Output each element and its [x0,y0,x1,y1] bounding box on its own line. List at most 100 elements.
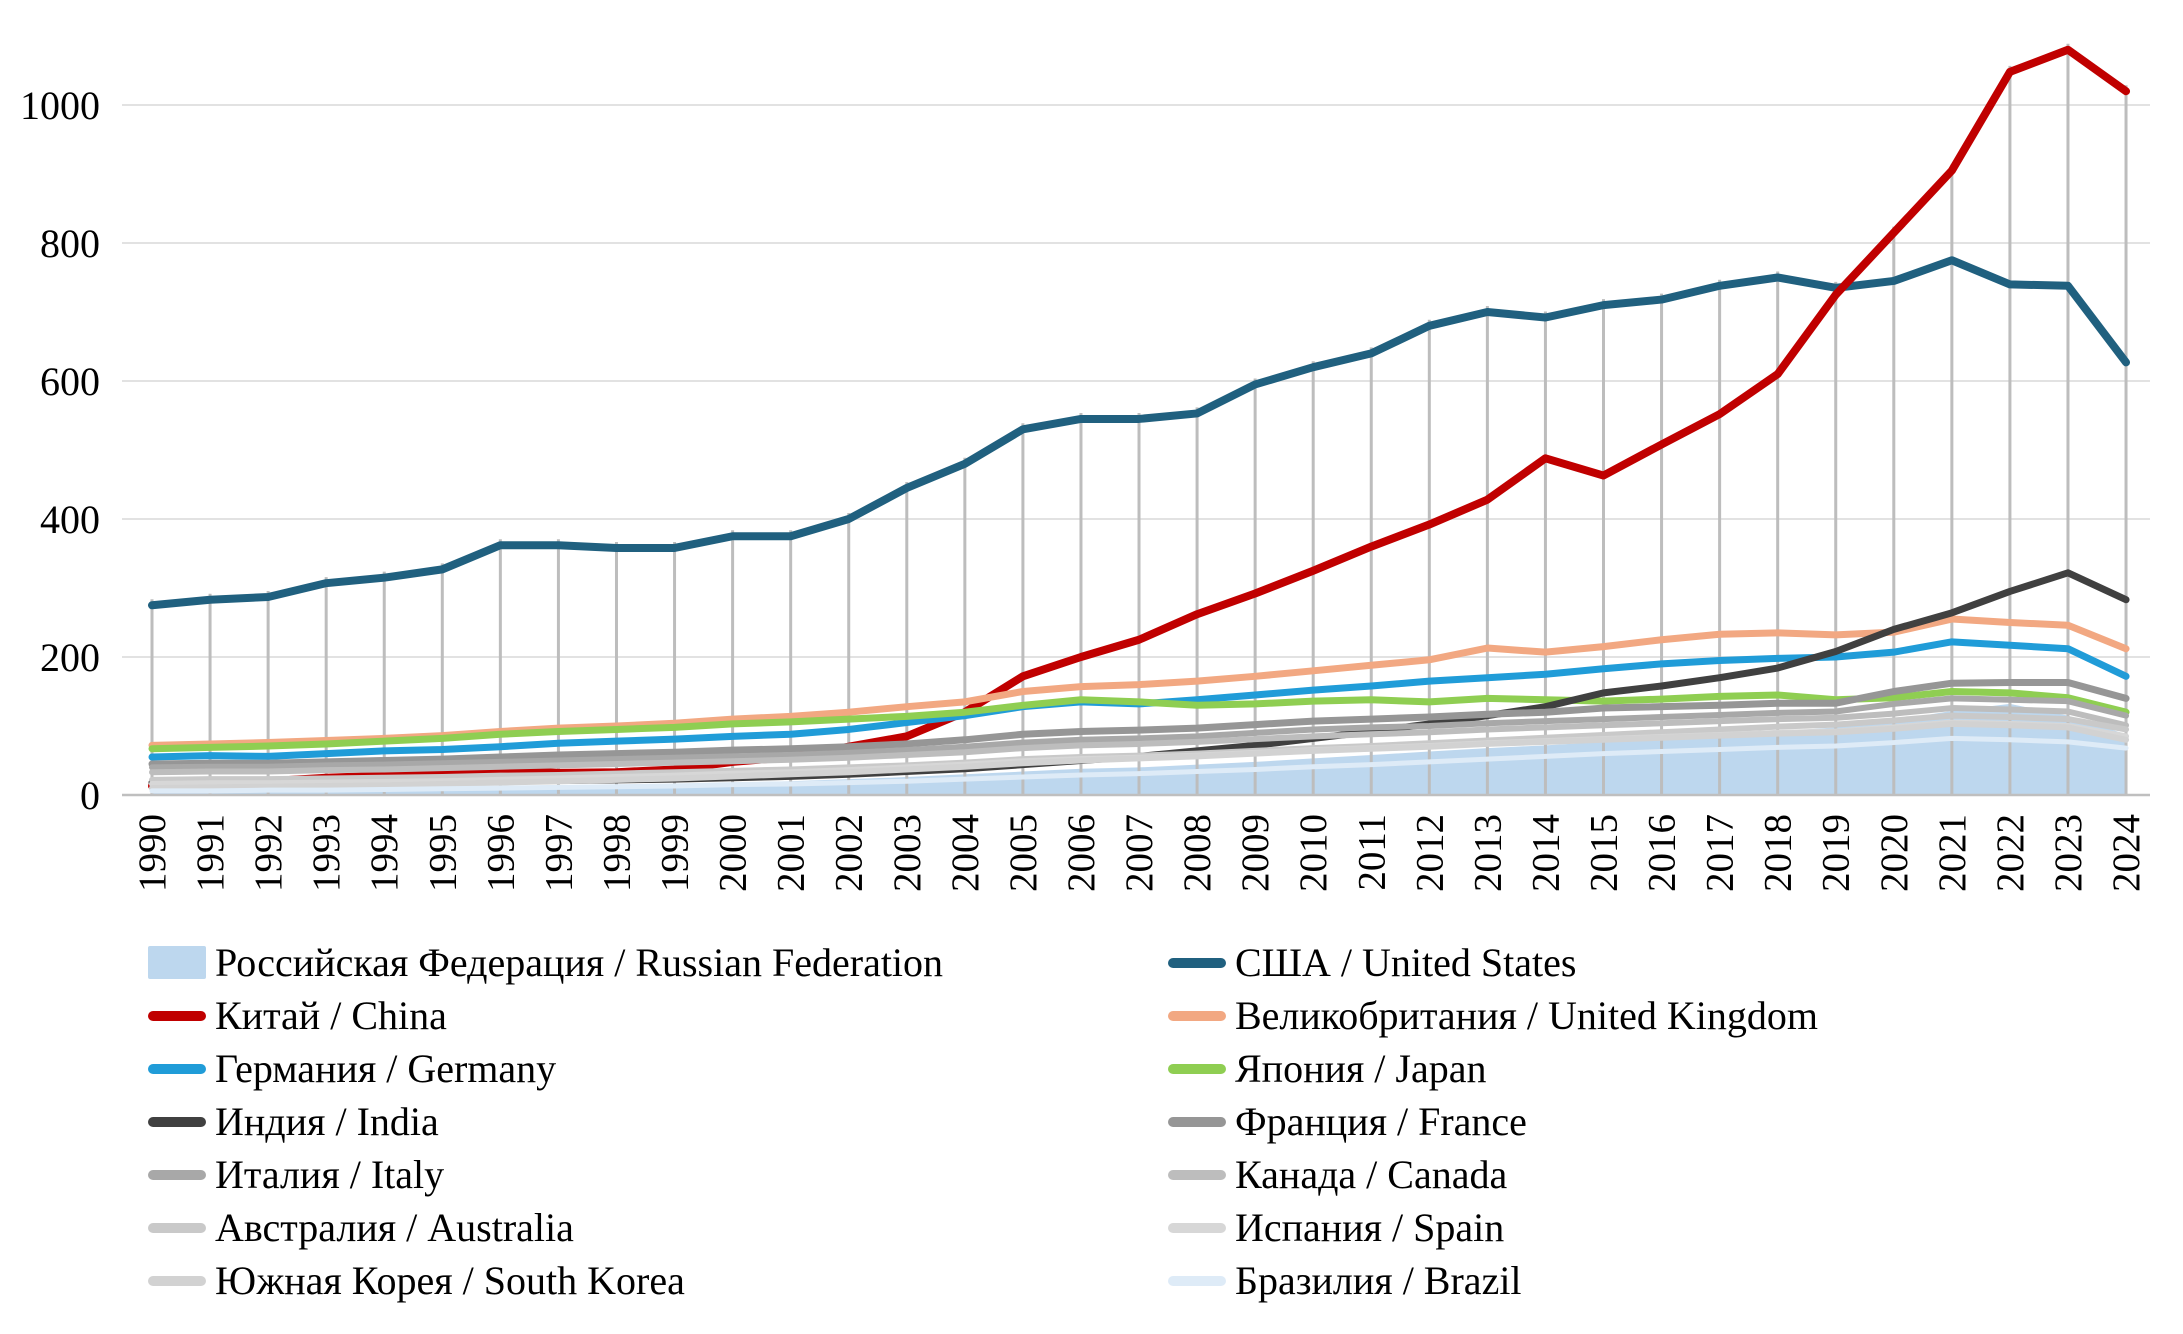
series-line-south-korea [149,720,2130,792]
x-axis-year-label: 2015 [1583,814,1626,892]
legend-row: Индия / India Франция / France [0,1095,2183,1148]
legend-swatch-australia [148,1222,206,1233]
legend-label-south-korea: Южная Корея / South Korea [215,1257,685,1303]
legend-label-china: Китай / China [215,992,447,1038]
x-axis-year-label: 2024 [2105,814,2148,892]
legend-label-australia: Австралия / Australia [215,1204,574,1250]
publications-line-chart: 0 200 400 600 800 1000 1990 1991 1992 1993 1994 199… [20,43,2150,892]
x-axis-year-label: 1995 [421,814,464,892]
legend-item-russia: Российская Федерация / Russian Federatio… [148,939,1168,985]
legend-label-usa: США / United States [1235,939,1577,985]
legend-item-italy: Италия / Italy [148,1151,1168,1197]
x-axis-year-label: 1990 [131,814,174,892]
legend-item-spain: Испания / Spain [1168,1204,2183,1250]
legend-label-germany: Германия / Germany [215,1045,557,1091]
legend-item-germany: Германия / Germany [148,1045,1168,1091]
legend-row: Германия / Germany Япония / Japan [0,1042,2183,1095]
legend-row: Южная Корея / South Korea Бразилия / Braz… [0,1254,2183,1307]
x-axis-year-label: 2019 [1815,814,1858,892]
x-axis-year-label: 1998 [595,814,638,892]
y-axis-tick-label: 1000 [20,83,100,128]
x-axis-year-label: 2013 [1466,814,1509,892]
legend-label-canada: Канада / Canada [1235,1151,1508,1197]
x-axis-year-label: 2000 [712,814,755,892]
x-axis-year-label: 2014 [1524,814,1567,892]
legend-item-usa: США / United States [1168,939,2183,985]
x-axis-year-label: 2023 [2047,814,2090,892]
legend-swatch-italy [148,1169,206,1180]
series-line-china [148,45,2131,791]
legend-swatch-brazil [1168,1275,1226,1286]
y-axis-tick-label: 200 [40,635,100,680]
x-axis-year-label: 1994 [363,814,406,892]
y-axis-tick-label: 0 [80,773,100,818]
legend-item-japan: Япония / Japan [1168,1045,2183,1091]
x-axis-year-label: 1997 [537,814,580,892]
x-axis-year-label: 1991 [189,814,232,892]
y-axis-tick-label: 400 [40,497,100,542]
legend-swatch-south-korea [148,1275,206,1286]
legend-item-canada: Канада / Canada [1168,1151,2183,1197]
area-series-russia [152,703,2127,795]
x-axis-year-label: 2004 [944,814,987,892]
legend-label-russia: Российская Федерация / Russian Federatio… [215,939,944,985]
x-axis-year-label: 2002 [828,814,871,892]
series-line-italy [149,695,2130,771]
x-axis-year-label: 2016 [1641,814,1684,892]
x-axis-year-label: 2008 [1176,814,1219,892]
x-axis-year-label: 2021 [1931,814,1974,892]
legend-label-japan: Япония / Japan [1235,1045,1487,1091]
x-axis-year-label: 2009 [1234,814,1277,892]
x-axis-year-label: 2011 [1350,814,1393,891]
legend-item-china: Китай / China [148,992,1168,1038]
legend-row: Италия / Italy Канада / Canada [0,1148,2183,1201]
legend-swatch-usa [1168,957,1226,968]
series-line-canada [149,705,2130,776]
x-axis-year-label: 2017 [1699,814,1742,892]
series-line-usa [148,256,2131,610]
x-axis-year-label: 2012 [1408,814,1451,892]
x-axis-year-label: 1999 [654,814,697,892]
legend-item-india: Индия / India [148,1098,1168,1144]
legend-label-india: Индия / India [215,1098,439,1144]
series-line-brazil [149,735,2129,794]
legend-swatch-uk [1168,1010,1226,1021]
legend-item-france: Франция / France [1168,1098,2183,1144]
x-axis-year-label: 2005 [1002,814,1045,892]
legend-label-france: Франция / France [1235,1098,1527,1144]
y-axis-tick-label: 800 [40,221,100,266]
x-axis-year-label: 1993 [305,814,348,892]
legend-swatch-germany [148,1063,206,1074]
legend-item-uk: Великобритания / United Kingdom [1168,992,2183,1038]
legend-swatch-india [148,1116,206,1127]
legend-swatch-france [1168,1116,1226,1127]
x-axis-year-label: 2001 [770,814,813,892]
legend-item-brazil: Бразилия / Brazil [1168,1257,2183,1303]
legend-swatch-canada [1168,1169,1226,1180]
legend-label-brazil: Бразилия / Brazil [1235,1257,1522,1303]
legend-label-uk: Великобритания / United Kingdom [1235,992,1818,1038]
series-line-japan [148,688,2130,753]
legend-item-south-korea: Южная Корея / South Korea [148,1257,1168,1303]
legend-row: Австралия / Australia Испания / Spain [0,1201,2183,1254]
series-line-france [148,679,2130,768]
legend-row: Китай / China Великобритания / United Kin… [0,989,2183,1042]
x-axis-year-label: 1992 [247,814,290,892]
x-axis-year-label: 2003 [886,814,929,892]
x-axis-year-label: 2018 [1757,814,1800,892]
x-axis-year-label: 2010 [1292,814,1335,892]
chart-legend: Российская Федерация / Russian Federatio… [0,936,2183,1307]
x-axis-year-label: 2022 [1989,814,2032,892]
x-axis-year-label: 1996 [479,814,522,892]
y-axis-tick-label: 600 [40,359,100,404]
legend-item-australia: Австралия / Australia [148,1204,1168,1250]
legend-swatch-japan [1168,1063,1226,1074]
legend-label-italy: Италия / Italy [215,1151,445,1197]
legend-label-spain: Испания / Spain [1235,1204,1505,1250]
legend-swatch-spain [1168,1222,1226,1233]
x-axis-year-label: 2020 [1873,814,1916,892]
x-axis-year-label: 2007 [1118,814,1161,892]
legend-row: Российская Федерация / Russian Federatio… [0,936,2183,989]
x-axis-year-label: 2006 [1060,814,1103,892]
